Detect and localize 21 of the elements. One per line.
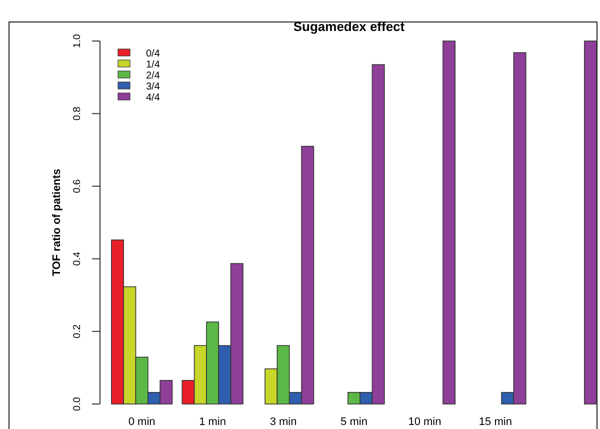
- y-axis-title: TOF ratio of patients: [51, 168, 63, 276]
- chart-title: Sugamedex effect: [293, 19, 406, 34]
- bar: [442, 40, 456, 404]
- y-tick-label: 0.4: [72, 251, 83, 266]
- bar: [584, 40, 597, 404]
- x-tick-label: 3 min: [270, 416, 297, 428]
- x-tick-label: 1 min: [199, 416, 226, 428]
- x-tick-label: 5 min: [340, 416, 368, 428]
- y-tick-label: 0.0: [72, 396, 83, 411]
- y-tick-label: 0.6: [72, 178, 83, 194]
- x-tick-label: 15 min: [478, 416, 512, 428]
- legend-label: 1/4: [146, 60, 160, 70]
- x-tick-label: 0 min: [128, 416, 156, 428]
- legend-label: 2/4: [146, 70, 160, 82]
- y-tick-label: 0.2: [72, 324, 83, 338]
- y-tick-label: 0.8: [72, 106, 83, 121]
- y-tick-label: 1.0: [72, 34, 83, 48]
- legend-label: 4/4: [146, 92, 160, 104]
- legend-label: 3/4: [146, 82, 160, 92]
- legend-label: 0/4: [146, 48, 160, 60]
- x-tick-label: 10 min: [408, 416, 442, 428]
